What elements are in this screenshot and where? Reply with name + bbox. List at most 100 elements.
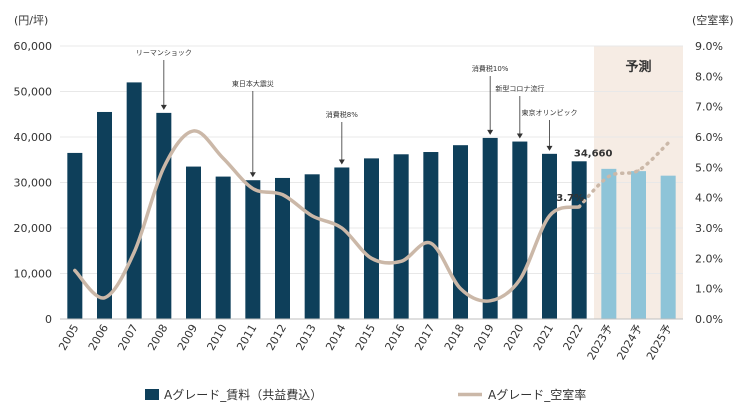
vacancy-point-2013	[310, 214, 314, 218]
vacancy-point-2025予	[666, 141, 670, 145]
vacancy-point-2008	[162, 166, 166, 169]
annotation-arrow-head	[487, 129, 494, 135]
value-label-vacancy: 3.7%	[556, 193, 584, 204]
bar-2019	[482, 137, 498, 319]
left-tick-label: 30,000	[14, 177, 53, 190]
bar-2005	[67, 152, 83, 319]
annotation-label: リーマンショック	[136, 49, 192, 57]
vacancy-point-2011	[251, 187, 255, 190]
right-tick-label: 1.0%	[695, 283, 723, 296]
x-tick-label: 2009	[175, 322, 200, 353]
x-tick-label: 2008	[145, 322, 170, 353]
bar-2009	[186, 166, 201, 319]
vacancy-point-2024予	[637, 169, 640, 172]
right-tick-label: 8.0%	[695, 70, 723, 83]
bar-2025予	[660, 175, 676, 319]
legend-label-rent: Aグレード_賃料（共益費込）	[164, 387, 322, 402]
vacancy-point-2022	[577, 205, 581, 208]
x-tick-label: 2013	[294, 322, 319, 353]
vacancy-point-2007	[132, 251, 136, 254]
annotation-arrow-head	[546, 145, 553, 151]
bar-2014	[334, 167, 350, 319]
bar-2008	[156, 112, 172, 319]
right-tick-label: 9.0%	[695, 40, 723, 53]
vacancy-point-2005	[73, 269, 77, 272]
x-tick-label: 2021	[531, 322, 556, 353]
bar-2017	[423, 152, 439, 319]
bar-2016	[393, 154, 409, 319]
left-tick-label: 0	[45, 313, 52, 326]
forecast-label: 予測	[625, 59, 651, 75]
annotation-label: 新型コロナ流行	[495, 84, 544, 93]
annotation-arrow-head	[338, 159, 345, 165]
bar-2020	[512, 141, 528, 319]
right-tick-label: 4.0%	[695, 192, 723, 205]
vacancy-point-2010	[221, 157, 225, 160]
x-tick-label: 2023予	[585, 322, 616, 362]
x-tick-label: 2022	[561, 322, 586, 353]
annotation-arrow-head	[160, 104, 167, 110]
x-tick-label: 2024予	[614, 322, 645, 362]
left-tick-label: 60,000	[14, 40, 53, 53]
bar-2007	[126, 82, 142, 320]
right-tick-label: 7.0%	[695, 101, 723, 114]
right-tick-label: 2.0%	[695, 252, 723, 265]
bar-2010	[215, 176, 231, 319]
vacancy-point-2020	[518, 278, 522, 281]
bar-2013	[304, 174, 320, 319]
vacancy-point-2019	[488, 299, 492, 302]
vacancy-point-2014	[340, 226, 344, 230]
annotation-label: 東京オリンピック	[522, 108, 578, 117]
vacancy-point-2012	[281, 193, 284, 196]
bar-2011	[245, 180, 261, 319]
x-tick-label: 2016	[383, 322, 408, 353]
right-tick-label: 6.0%	[695, 131, 723, 144]
bar-2018	[453, 145, 468, 319]
x-tick-label: 2014	[323, 322, 348, 353]
left-axis-unit: (円/坪)	[14, 14, 48, 27]
vacancy-point-2006	[103, 296, 106, 299]
x-tick-label: 2005	[56, 322, 81, 353]
annotation-arrow-head	[516, 133, 523, 139]
vacancy-point-2015	[370, 257, 373, 260]
x-tick-label: 2011	[234, 322, 259, 353]
x-tick-label: 2025予	[644, 322, 675, 362]
legend-swatch-rent	[145, 389, 159, 400]
vacancy-point-2009	[192, 129, 195, 133]
left-tick-label: 10,000	[14, 268, 53, 281]
bar-2023予	[601, 168, 617, 319]
left-tick-label: 40,000	[14, 131, 53, 144]
vacancy-line	[73, 129, 670, 303]
x-tick-label: 2018	[442, 322, 467, 353]
x-tick-label: 2012	[264, 322, 289, 353]
bar-2006	[97, 111, 112, 319]
legend-label-vacancy: Aグレード_空室率	[488, 387, 586, 402]
vacancy-point-2018	[459, 287, 462, 290]
vacancy-point-2021	[548, 214, 551, 218]
annotation-label: 東日本大震災	[232, 79, 274, 88]
bar-2024予	[631, 171, 646, 319]
bar-2012	[275, 177, 290, 319]
vacancy-point-2017	[429, 241, 433, 245]
legend: Aグレード_賃料（共益費込） Aグレード_空室率	[145, 387, 586, 402]
bar-2015	[364, 158, 379, 319]
x-tick-label: 2020	[501, 322, 526, 353]
left-tick-label: 50,000	[14, 86, 53, 99]
x-tick-label: 2010	[205, 322, 230, 353]
bar-2021	[542, 153, 557, 319]
x-tick-label: 2006	[86, 322, 111, 353]
right-tick-label: 3.0%	[695, 222, 723, 235]
x-tick-label: 2015	[353, 322, 378, 353]
x-tick-label: 2019	[472, 322, 497, 353]
value-label-rent: 34,660	[574, 148, 613, 159]
left-tick-label: 20,000	[14, 222, 53, 235]
annotation-label: 消費税10%	[472, 64, 509, 73]
vacancy-point-2023予	[607, 175, 611, 178]
bar-2022	[571, 161, 587, 319]
right-tick-label: 0.0%	[695, 313, 723, 326]
x-tick-label: 2007	[116, 322, 141, 353]
annotation-label: 消費税8%	[326, 110, 358, 119]
annotation-arrow-head	[249, 172, 256, 178]
